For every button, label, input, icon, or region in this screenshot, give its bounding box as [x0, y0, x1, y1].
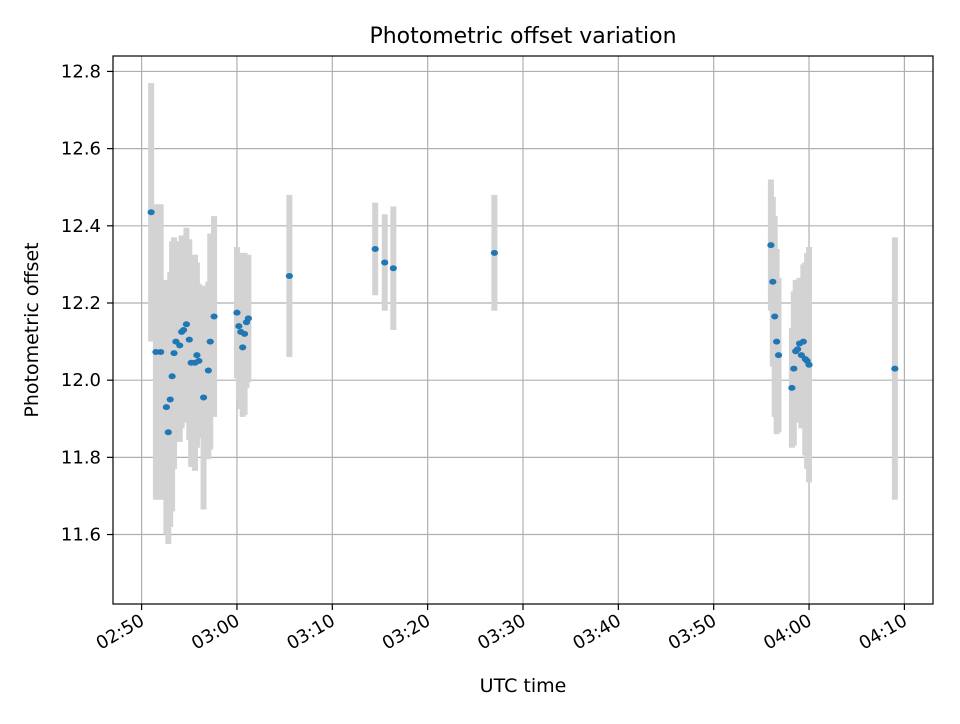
y-axis-ticks: 11.6 11.8 12.0 12.2 12.4 12.6 12.8 [61, 61, 113, 546]
y-tick-label: 12.2 [61, 293, 101, 314]
y-tick-label: 12.8 [61, 61, 101, 82]
data-point [773, 338, 781, 345]
data-point [193, 352, 201, 359]
data-point [239, 344, 247, 351]
data-point [235, 323, 243, 330]
data-point [162, 404, 170, 411]
data-point [233, 309, 241, 316]
y-axis-label: Photometric offset [21, 242, 43, 417]
data-point [769, 278, 777, 285]
data-point [185, 336, 193, 343]
data-point [206, 338, 214, 345]
data-point [166, 396, 174, 403]
data-point [157, 348, 165, 355]
data-point [182, 321, 191, 328]
data-point [767, 242, 775, 249]
data-point [168, 373, 176, 380]
data-point [774, 352, 783, 359]
y-tick-label: 12.0 [61, 370, 101, 391]
data-point [176, 342, 184, 349]
data-point [381, 259, 389, 266]
data-point [788, 384, 796, 391]
data-point [771, 313, 779, 320]
data-point [195, 357, 203, 364]
data-point [164, 429, 172, 436]
data-points [147, 209, 899, 436]
data-point [790, 365, 798, 372]
data-point [805, 361, 813, 368]
data-point [794, 346, 802, 353]
y-tick-label: 12.6 [61, 139, 101, 160]
data-point [147, 209, 155, 216]
data-point [240, 330, 249, 337]
data-point [204, 367, 212, 374]
data-point [210, 313, 218, 320]
y-tick-label: 11.6 [61, 525, 101, 546]
data-point [799, 338, 807, 345]
data-point [285, 272, 293, 279]
data-point [244, 315, 252, 322]
data-point [891, 365, 899, 372]
data-point [170, 350, 178, 357]
y-tick-label: 12.4 [61, 216, 101, 237]
data-point [490, 249, 498, 256]
y-tick-label: 11.8 [61, 447, 101, 468]
data-point [179, 327, 188, 333]
data-point [371, 245, 379, 252]
data-point [389, 265, 397, 272]
chart-title: Photometric offset variation [369, 24, 676, 49]
x-axis-label: UTC time [480, 675, 567, 697]
data-point [199, 394, 208, 401]
